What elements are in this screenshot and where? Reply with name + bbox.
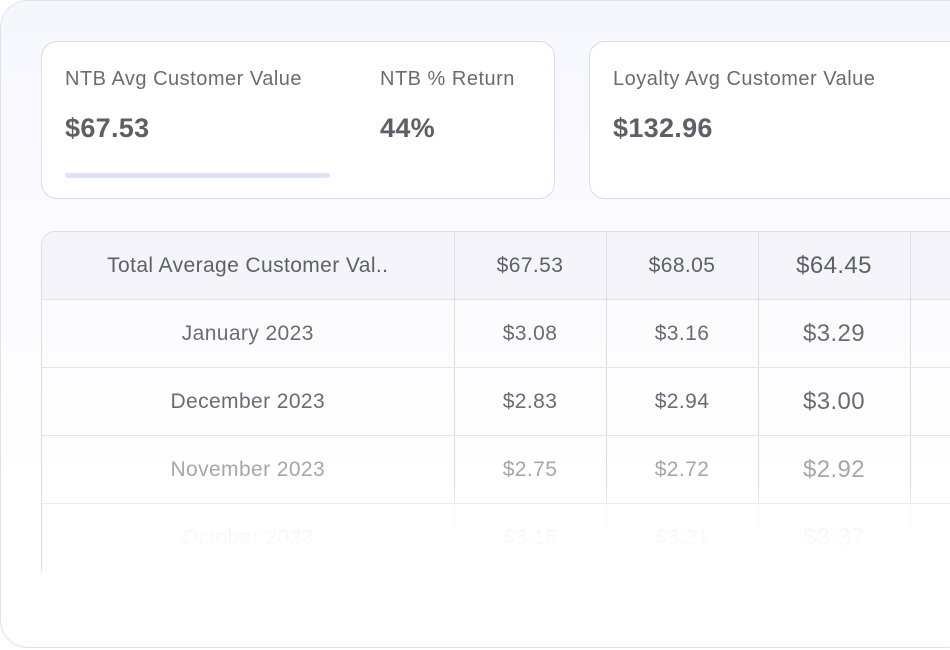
- table-cell: $2.94: [606, 367, 759, 436]
- header-cell: $64.45: [758, 232, 911, 300]
- table-row[interactable]: October 2023 $3.15 $3.21 $3.37: [42, 503, 950, 571]
- table-cell: [910, 367, 950, 436]
- table-cell: $3.00: [758, 367, 911, 436]
- ntb-metrics-card[interactable]: NTB Avg Customer Value $67.53 NTB % Retu…: [41, 41, 555, 199]
- active-metric-indicator: [65, 173, 330, 178]
- table-cell: $3.08: [454, 299, 607, 368]
- metric-value: $67.53: [65, 113, 150, 143]
- metric-value: $132.96: [613, 113, 713, 143]
- table-cell: $3.16: [606, 299, 759, 368]
- customer-value-table: Total Average Customer Val.. $67.53 $68.…: [41, 231, 950, 571]
- table-cell: $3.15: [454, 503, 607, 571]
- metric-label: Loyalty Avg Customer Value: [613, 68, 876, 90]
- table-cell: [910, 299, 950, 368]
- metric-label: NTB % Return: [380, 68, 515, 90]
- table-cell: $2.75: [454, 435, 607, 504]
- table-cell: [910, 503, 950, 571]
- table-cell: $2.72: [606, 435, 759, 504]
- row-label: October 2023: [42, 503, 455, 571]
- row-label: January 2023: [42, 299, 455, 368]
- table-cell: $3.37: [758, 503, 911, 571]
- loyalty-avg-customer-value-metric: Loyalty Avg Customer Value $132.96: [613, 68, 875, 144]
- row-label: November 2023: [42, 435, 455, 504]
- table-header-row: Total Average Customer Val.. $67.53 $68.…: [42, 232, 950, 300]
- table-cell: $2.92: [758, 435, 911, 504]
- table-row[interactable]: December 2023 $2.83 $2.94 $3.00: [42, 367, 950, 436]
- loyalty-metrics-card[interactable]: Loyalty Avg Customer Value $132.96: [589, 41, 950, 199]
- metric-label: NTB Avg Customer Value: [65, 68, 303, 90]
- ntb-return-metric: NTB % Return 44%: [380, 68, 515, 144]
- row-label: Total Average Customer Val..: [42, 232, 455, 300]
- table-cell: $3.21: [606, 503, 759, 571]
- table-row[interactable]: November 2023 $2.75 $2.72 $2.92: [42, 435, 950, 504]
- header-cell: $67.53: [454, 232, 607, 300]
- table-row[interactable]: January 2023 $3.08 $3.16 $3.29: [42, 299, 950, 368]
- ntb-avg-customer-value-metric: NTB Avg Customer Value $67.53: [65, 68, 302, 144]
- metric-value: 44%: [380, 113, 435, 143]
- table-cell: [910, 435, 950, 504]
- table-cell: $2.83: [454, 367, 607, 436]
- header-cell: $68.05: [606, 232, 759, 300]
- row-label: December 2023: [42, 367, 455, 436]
- table-cell: $3.29: [758, 299, 911, 368]
- header-cell: [910, 232, 950, 300]
